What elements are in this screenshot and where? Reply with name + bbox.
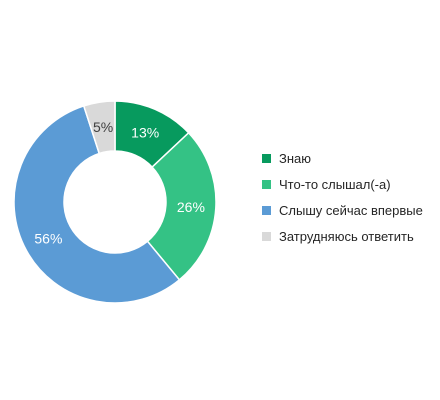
slice-zatrudnyayus [82,100,116,155]
legend-item-zatrudnyayus: Затрудняюсь ответить [262,228,434,244]
legend-item-chto-to-slyshal: Что-то слышал(-а) [262,176,434,192]
legend-label: Слышу сейчас впервые [279,202,423,218]
legend-swatch [262,231,271,241]
legend-label: Знаю [279,150,312,166]
legend-label: Затрудняюсь ответить [279,228,414,244]
legend-item-znayu: Знаю [262,150,434,166]
data-label-znayu: 13% [131,124,159,140]
data-label-slyshu-vpervye: 56% [34,231,62,247]
legend-swatch [262,179,271,189]
legend-swatch [262,205,271,215]
data-label-chto-to-slyshal: 26% [177,199,205,215]
legend-item-slyshu-vpervye: Слышу сейчас впервые [262,202,434,218]
legend-label: Что-то слышал(-а) [279,176,391,192]
legend-swatch [262,153,271,163]
data-label-zatrudnyayus: 5% [93,119,113,135]
slice-chto-to-slyshal [146,131,217,281]
slice-slyshu-vpervye [13,104,181,304]
legend: Знаю Что-то слышал(-а) Слышу сейчас впер… [262,150,434,254]
